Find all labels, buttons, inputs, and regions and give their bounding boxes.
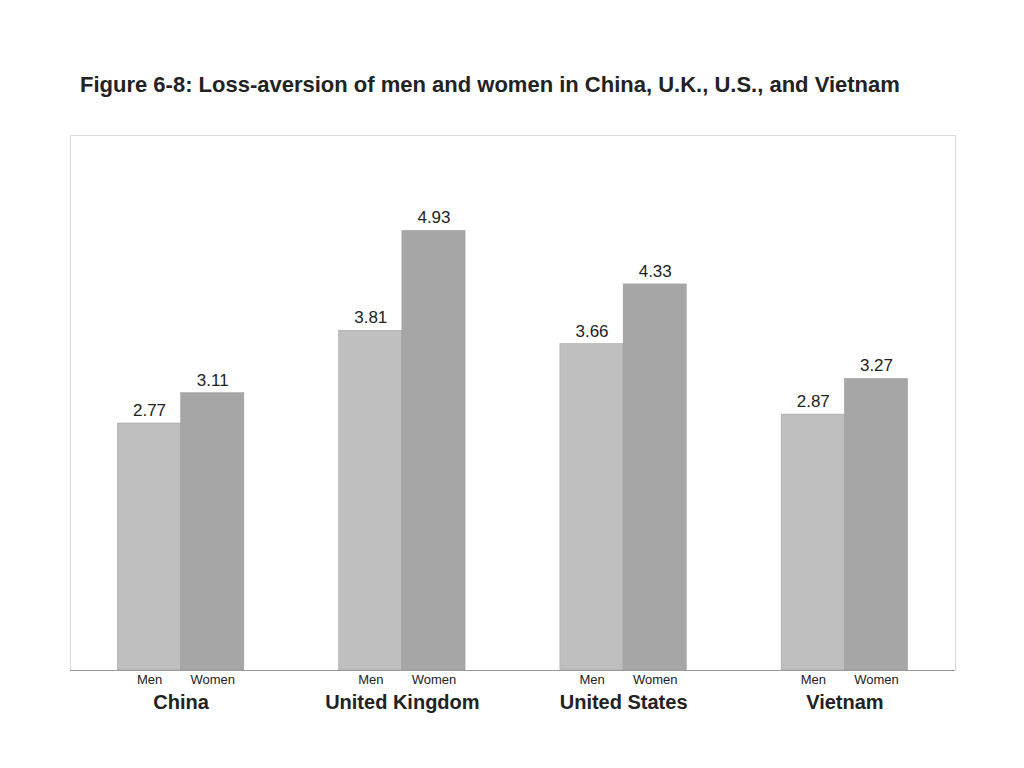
svg-text:United Kingdom: United Kingdom [325,691,479,713]
svg-text:Women: Women [412,672,457,687]
svg-text:Women: Women [854,672,899,687]
svg-text:United States: United States [560,691,688,713]
svg-text:Vietnam: Vietnam [806,691,883,713]
svg-text:3.66: 3.66 [575,322,608,341]
svg-text:2.87: 2.87 [797,392,830,411]
svg-text:Men: Men [579,672,604,687]
svg-text:Men: Men [358,672,383,687]
svg-text:Women: Women [190,672,235,687]
html-text:Figure 6-8: Loss-aversion of m: Figure 6-8: Loss-aversion of men and wom… [80,72,900,97]
svg-text:4.33: 4.33 [639,262,672,281]
svg-text:3.81: 3.81 [354,308,387,327]
svg-text:4.93: 4.93 [417,208,450,227]
svg-text:Men: Men [801,672,826,687]
svg-text:3.11: 3.11 [197,371,229,390]
svg-text:3.27: 3.27 [860,356,893,375]
svg-text:China: China [153,691,209,713]
svg-text:Women: Women [633,672,678,687]
svg-text:Men: Men [137,672,162,687]
svg-text:2.77: 2.77 [133,401,166,420]
